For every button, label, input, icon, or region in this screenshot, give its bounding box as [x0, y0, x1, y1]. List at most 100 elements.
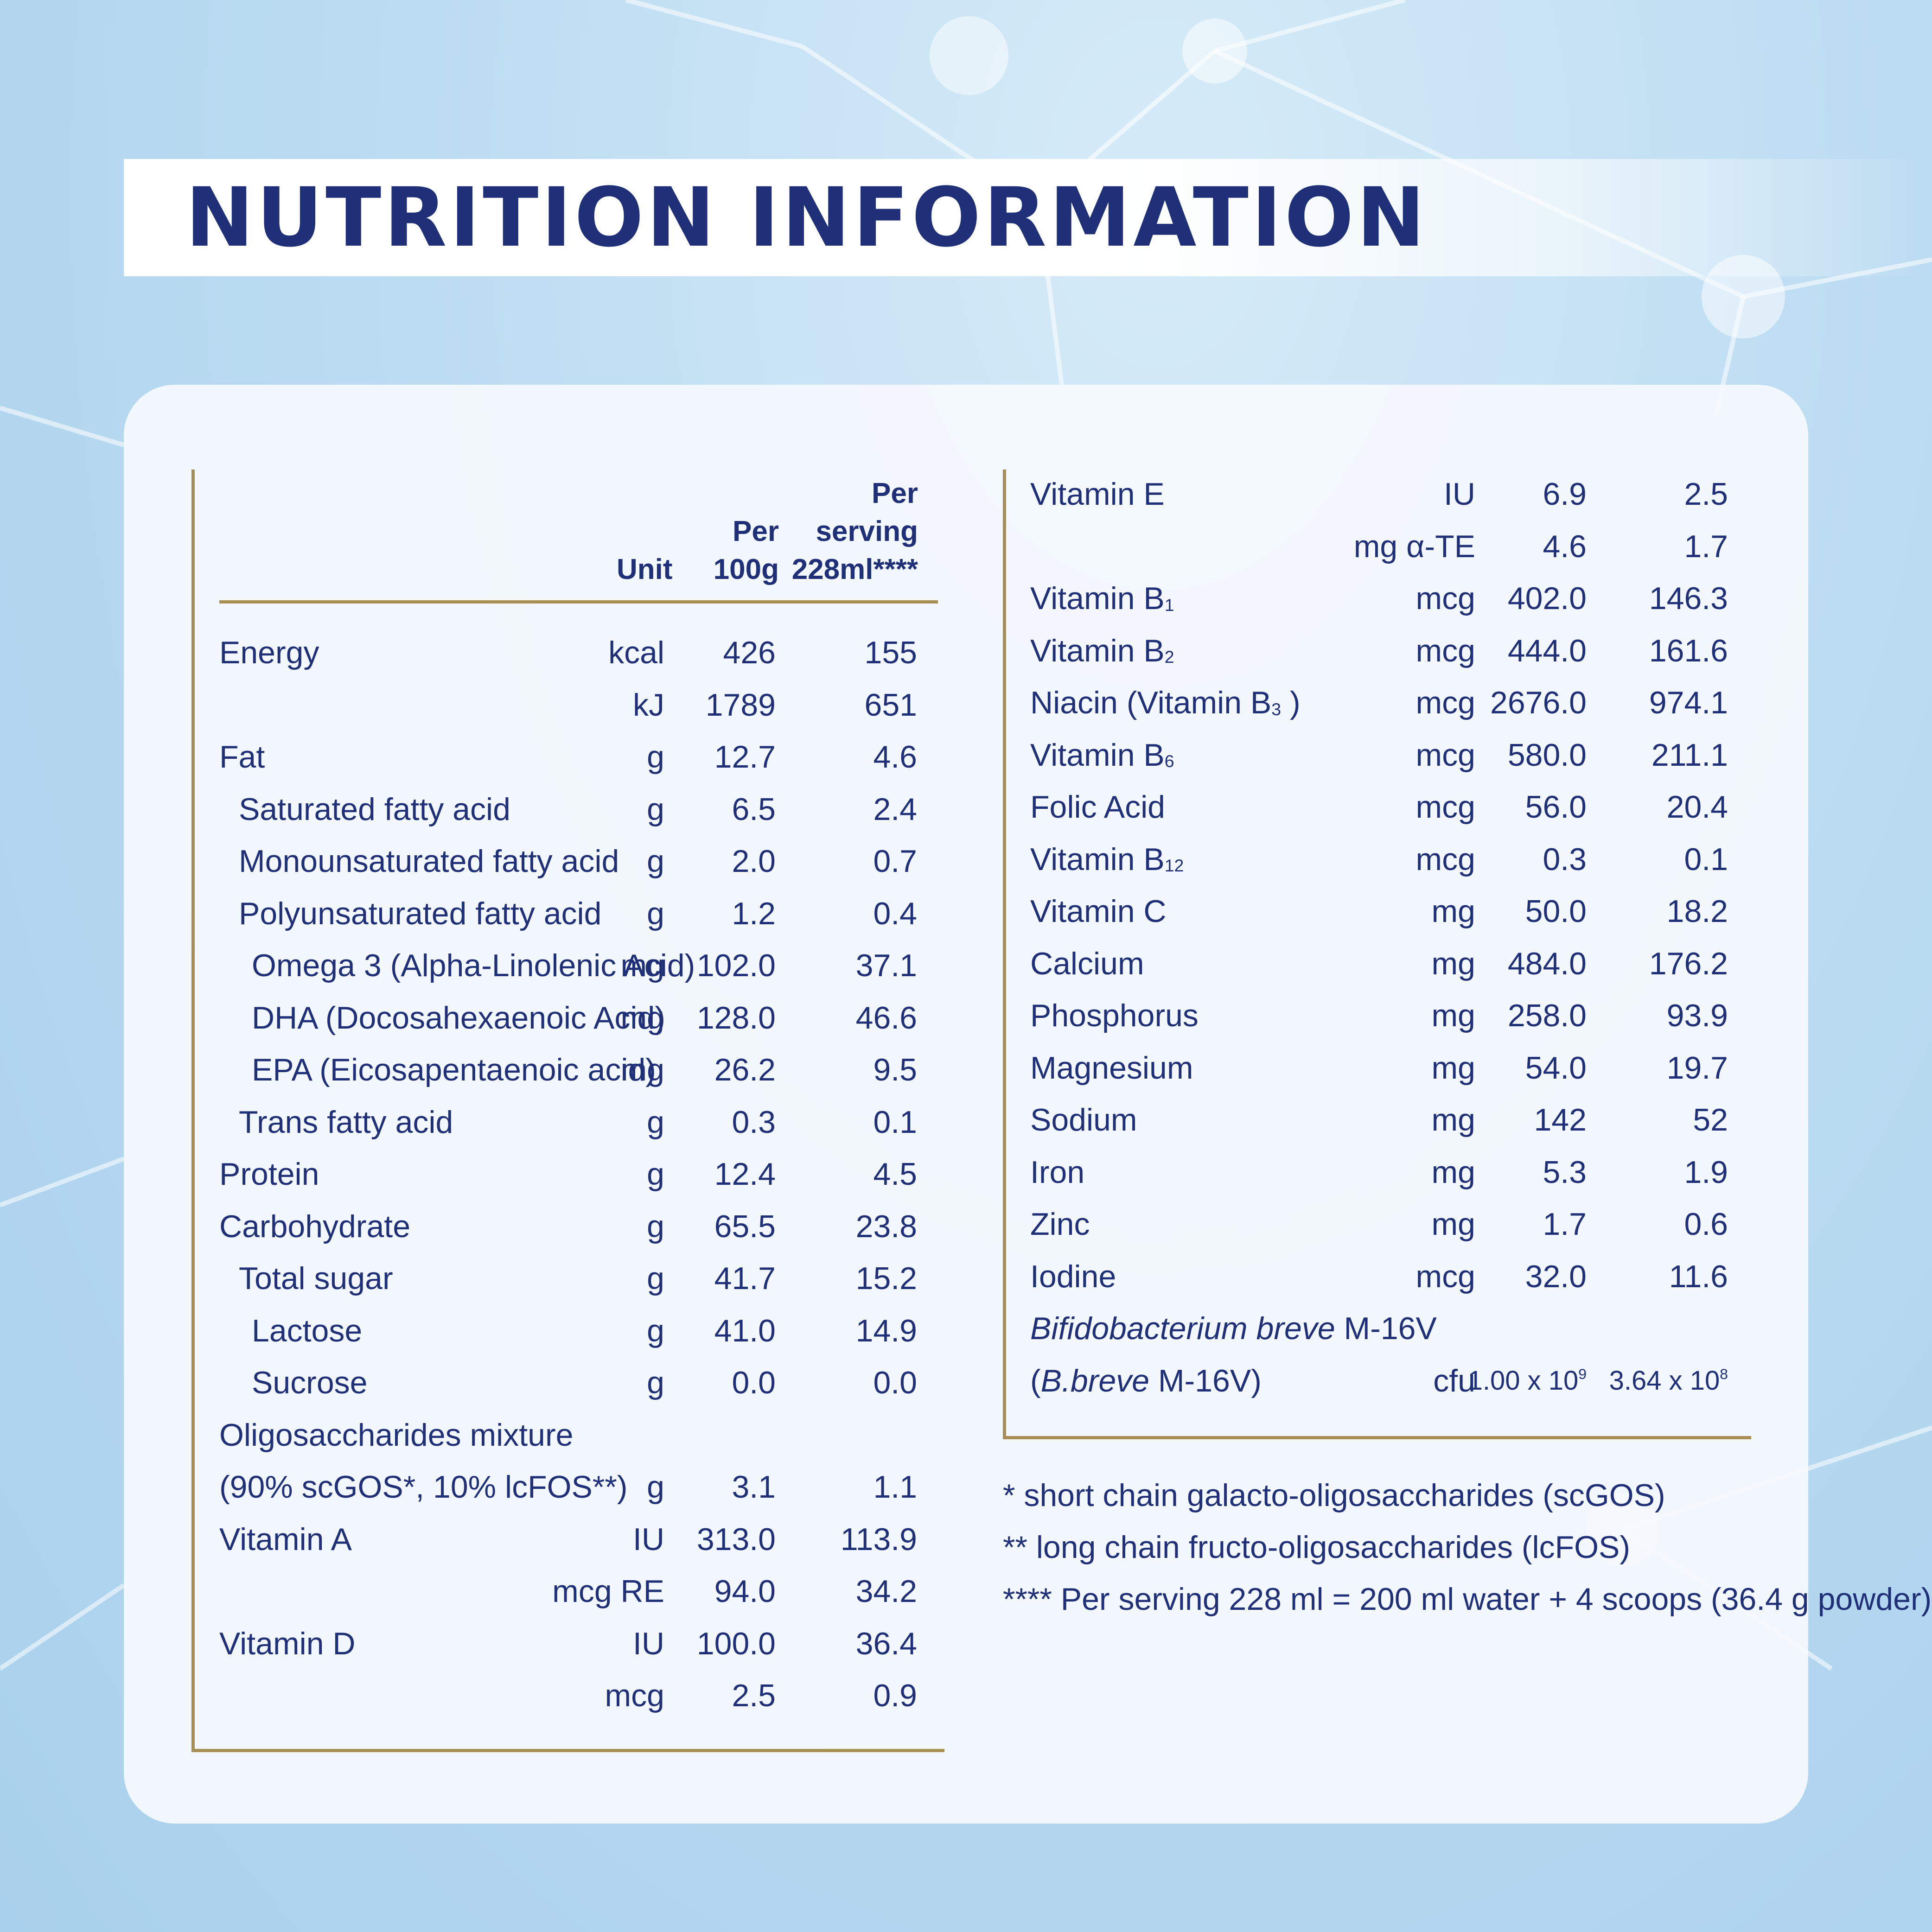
nutrient-name: Zinc — [1030, 1207, 1090, 1242]
serving-cell: 0.6 — [1684, 1207, 1728, 1242]
table-row: Vitamin B12 mcg 0.3 0.1 — [1030, 833, 1730, 885]
serving-cell: 1.1 — [873, 1469, 917, 1505]
serving-cell: 211.1 — [1651, 737, 1728, 773]
table-row: Magnesium mg 54.0 19.7 — [1030, 1042, 1730, 1094]
per-serving-column-header: Per serving 228ml**** — [791, 477, 918, 585]
per100-cell: 102.0 — [696, 948, 776, 983]
unit-cell: mg — [1431, 998, 1475, 1033]
table-row: Iodine mcg 32.0 11.6 — [1030, 1251, 1730, 1303]
unit-cell: mcg — [1416, 633, 1475, 668]
table-row: mcg RE 94.0 34.2 — [219, 1565, 919, 1617]
nutrient-name: Vitamin E — [1030, 477, 1165, 512]
per100-cell: 6.5 — [732, 791, 776, 827]
nutrient-name: Iodine — [1030, 1258, 1116, 1294]
unit-cell: mg — [1431, 946, 1475, 981]
serving-cell: 20.4 — [1666, 789, 1728, 825]
per100-cell: 12.4 — [714, 1157, 776, 1192]
serving-cell: 9.5 — [873, 1052, 917, 1087]
left-table-frame — [191, 470, 944, 1752]
unit-cell: mg — [620, 1052, 664, 1087]
serving-cell: 651 — [864, 687, 917, 723]
nutrient-name: Trans fatty acid — [239, 1104, 453, 1140]
per100-column-header: Per 100g — [713, 515, 779, 585]
unit-cell: mg — [1431, 1050, 1475, 1086]
table-row: Protein g 12.4 4.5 — [219, 1148, 919, 1200]
per100-cell: 2.5 — [732, 1678, 776, 1713]
unit-cell: mg — [1431, 1154, 1475, 1190]
per100-cell: 0.0 — [732, 1365, 776, 1400]
serving-cell: 113.9 — [840, 1521, 917, 1557]
table-row: Iron mg 5.3 1.9 — [1030, 1146, 1730, 1198]
nutrient-name: Vitamin D — [219, 1626, 356, 1661]
serving-cell: 15.2 — [855, 1261, 917, 1296]
per100-cell: 32.0 — [1525, 1258, 1587, 1294]
per100-cell: 426 — [723, 635, 776, 670]
serving-cell: 11.6 — [1669, 1258, 1728, 1294]
page-title: NUTRITION INFORMATION — [185, 170, 1428, 265]
footnote-lcfos: ** long chain fructo-oligosaccharides (l… — [1003, 1530, 1631, 1565]
serving-cell: 2.4 — [873, 791, 917, 827]
serving-cell: 0.7 — [873, 844, 917, 879]
nutrient-name: Omega 3 (Alpha-Linolenic Acid) — [252, 948, 695, 983]
unit-cell: mcg — [1416, 841, 1475, 877]
unit-cell: mg — [620, 1000, 664, 1036]
table-row: kJ 1789 651 — [219, 679, 919, 731]
table-row: mg α-TE 4.6 1.7 — [1030, 521, 1730, 572]
nutrient-name: Magnesium — [1030, 1050, 1193, 1086]
table-row: Lactose g 41.0 14.9 — [219, 1305, 919, 1357]
serving-cell: 4.6 — [873, 739, 917, 775]
table-row: Sucrose g 0.0 0.0 — [219, 1357, 919, 1409]
unit-cell: g — [647, 896, 664, 931]
unit-cell: kJ — [633, 687, 664, 723]
table-row: Omega 3 (Alpha-Linolenic Acid) mg 102.0 37.… — [219, 940, 919, 991]
per100-cell: 41.0 — [714, 1313, 776, 1348]
nutrient-name: Lactose — [252, 1313, 363, 1348]
serving-cell: 155 — [864, 635, 917, 670]
serving-cell: 18.2 — [1666, 894, 1728, 929]
serving-cell: 146.3 — [1649, 581, 1728, 616]
nutrient-name: Phosphorus — [1030, 998, 1199, 1033]
per100-cell: 258.0 — [1507, 998, 1587, 1033]
table-row: Vitamin C mg 50.0 18.2 — [1030, 885, 1730, 937]
nutrient-name: DHA (Docosahexaenoic Acid) — [252, 1000, 666, 1036]
nutrient-name: Monounsaturated fatty acid — [239, 844, 619, 879]
serving-cell: 19.7 — [1666, 1050, 1728, 1086]
table-row: Vitamin D IU 100.0 36.4 — [219, 1618, 919, 1670]
table-row: Sodium mg 142 52 — [1030, 1094, 1730, 1146]
table-row: Total sugar g 41.7 15.2 — [219, 1252, 919, 1304]
unit-cell: cfu — [1433, 1363, 1475, 1398]
per100-cell: 2.0 — [732, 844, 776, 879]
nutrient-name: Protein — [219, 1157, 319, 1192]
per100-cell: 56.0 — [1525, 789, 1587, 825]
serving-cell: 974.1 — [1649, 685, 1728, 720]
probiotic-short-name: (B.breve M-16V) — [1030, 1363, 1262, 1398]
table-row: mcg 2.5 0.9 — [219, 1670, 919, 1722]
left-nutrient-table: Energy kcal 426 155 kJ 1789 651 Fat g 12.7 4.6 Satu… — [219, 627, 919, 1730]
unit-cell: g — [647, 1208, 664, 1244]
per100-cell: 580.0 — [1507, 737, 1587, 773]
unit-cell: mg — [1431, 1102, 1475, 1138]
unit-cell: mcg — [1416, 737, 1475, 773]
serving-cell: 34.2 — [855, 1574, 917, 1609]
footnotes: * short chain galacto-oligosaccharides (… — [1003, 1469, 1932, 1625]
unit-cell: g — [647, 1157, 664, 1192]
nutrient-name: Saturated fatty acid — [239, 791, 510, 827]
unit-cell: IU — [1444, 477, 1475, 512]
header-rule — [219, 600, 938, 604]
unit-cell: g — [647, 791, 664, 827]
serving-cell: 52 — [1693, 1102, 1728, 1138]
nutrient-name: Vitamin C — [1030, 894, 1167, 929]
table-row: Fat g 12.7 4.6 — [219, 731, 919, 783]
nutrient-name: Sucrose — [252, 1365, 368, 1400]
table-row: Vitamin B6 mcg 580.0 211.1 — [1030, 729, 1730, 781]
unit-cell: IU — [633, 1521, 664, 1557]
unit-cell: g — [647, 1313, 664, 1348]
table-row: Vitamin B1 mcg 402.0 146.3 — [1030, 572, 1730, 624]
per100-cell: 4.6 — [1543, 528, 1587, 564]
serving-cell: 2.5 — [1684, 477, 1728, 512]
table-row: EPA (Eicosapentaenoic acid) mg 26.2 9.5 — [219, 1044, 919, 1096]
table-row: Folic Acid mcg 56.0 20.4 — [1030, 781, 1730, 833]
table-row: DHA (Docosahexaenoic Acid) mg 128.0 46.6 — [219, 992, 919, 1044]
unit-cell: mg — [1431, 1207, 1475, 1242]
table-row: Phosphorus mg 258.0 93.9 — [1030, 990, 1730, 1042]
